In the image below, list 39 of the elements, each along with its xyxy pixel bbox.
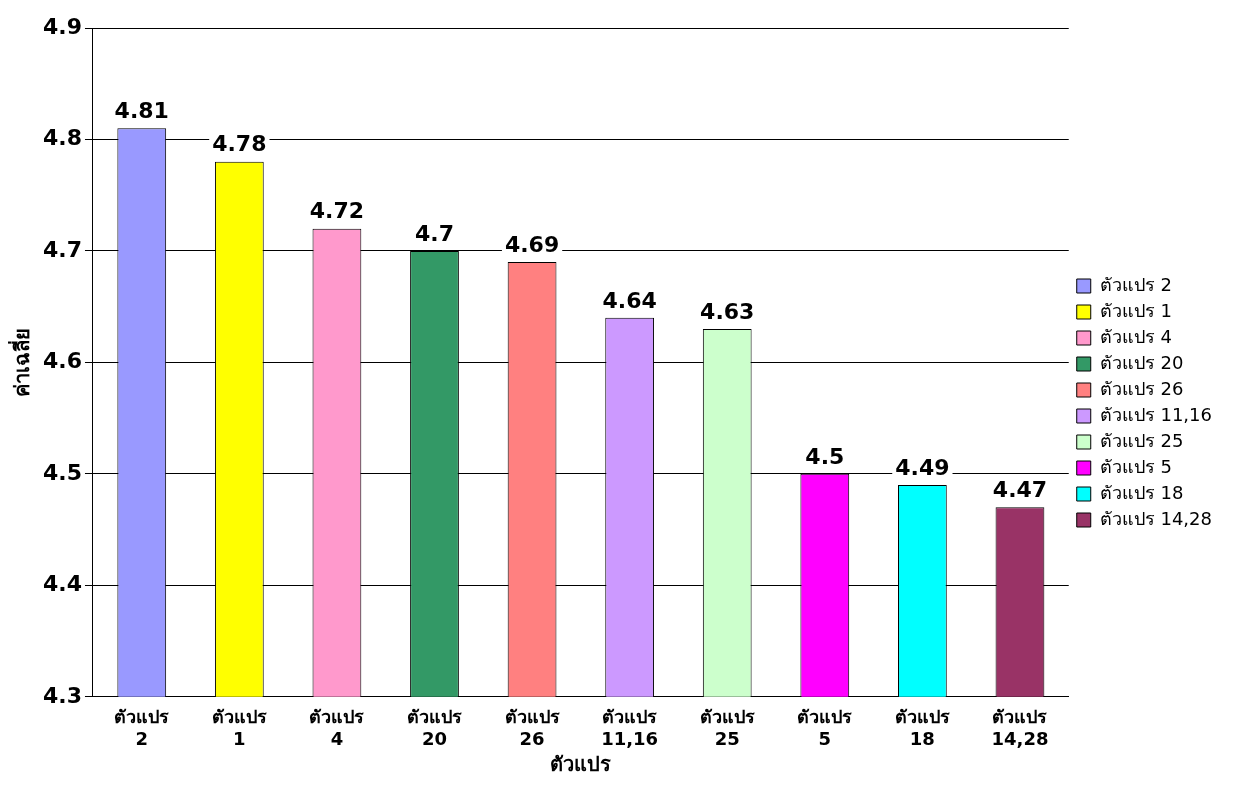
data-label: 4.5 [805, 443, 845, 469]
y-tick-label: 4.3 [42, 682, 82, 708]
y-tick-label: 4.8 [42, 125, 82, 151]
legend-label: ตัวแปร 5 [1099, 455, 1172, 477]
x-tick-label: ตัวแปร 26 [504, 706, 560, 749]
y-tick-label: 4.6 [42, 348, 82, 374]
y-axis-title: ค่าเฉลี่ย [7, 327, 35, 397]
x-tick-label: ตัวแปร 14,28 [991, 706, 1049, 749]
x-tick-label: ตัวแปร 20 [406, 706, 462, 749]
legend-label: ตัวแปร 11,16 [1099, 403, 1213, 425]
x-tick-label: ตัวแปร 5 [797, 706, 853, 749]
y-tick-label: 4.9 [42, 13, 82, 39]
x-tick-label: ตัวแปร 4 [309, 706, 365, 749]
data-label: 4.7 [415, 220, 454, 246]
data-label: 4.72 [309, 198, 365, 224]
x-tick-label: ตัวแปร 11,16 [601, 706, 659, 749]
data-label: 4.69 [504, 231, 560, 257]
x-axis-title: ตัวแปร [550, 752, 612, 777]
legend-label: ตัวแปร 4 [1099, 325, 1172, 347]
legend-label: ตัวแปร 26 [1099, 377, 1184, 399]
y-tick-label: 4.7 [42, 236, 82, 262]
legend-label: ตัวแปร 18 [1099, 481, 1184, 503]
x-tick-label: ตัวแปร 2 [114, 706, 170, 749]
x-tick-label: ตัวแปร 18 [894, 706, 950, 749]
y-tick-label: 4.5 [42, 459, 82, 485]
data-label: 4.81 [114, 98, 169, 124]
legend-label: ตัวแปร 1 [1099, 299, 1172, 321]
data-label: 4.47 [992, 477, 1048, 503]
legend-label: ตัวแปร 25 [1099, 429, 1184, 451]
x-tick-label: ตัวแปร 1 [211, 706, 267, 749]
data-label: 4.63 [700, 298, 755, 324]
data-label: 4.49 [895, 454, 950, 480]
legend-label: ตัวแปร 2 [1099, 273, 1172, 295]
y-tick-label: 4.4 [42, 571, 82, 597]
x-tick-label: ตัวแปร 25 [699, 706, 755, 749]
data-label: 4.64 [602, 287, 657, 313]
data-label: 4.78 [212, 131, 267, 157]
legend-label: ตัวแปร 14,28 [1099, 507, 1213, 529]
legend-label: ตัวแปร 20 [1099, 351, 1184, 373]
